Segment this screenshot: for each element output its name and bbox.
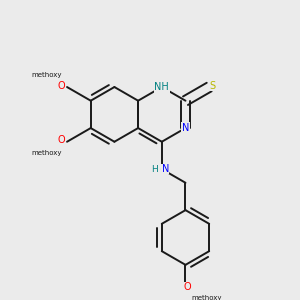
Text: O: O [57, 135, 65, 145]
Text: O: O [57, 80, 65, 91]
Text: NH: NH [154, 82, 169, 92]
Text: methoxy: methoxy [32, 72, 62, 78]
Text: N: N [182, 123, 189, 133]
Text: methoxy: methoxy [192, 295, 222, 300]
Text: methoxy: methoxy [32, 150, 62, 156]
Text: S: S [209, 80, 215, 91]
Text: O: O [183, 282, 191, 292]
Text: N: N [162, 164, 169, 174]
Text: H: H [151, 165, 158, 174]
